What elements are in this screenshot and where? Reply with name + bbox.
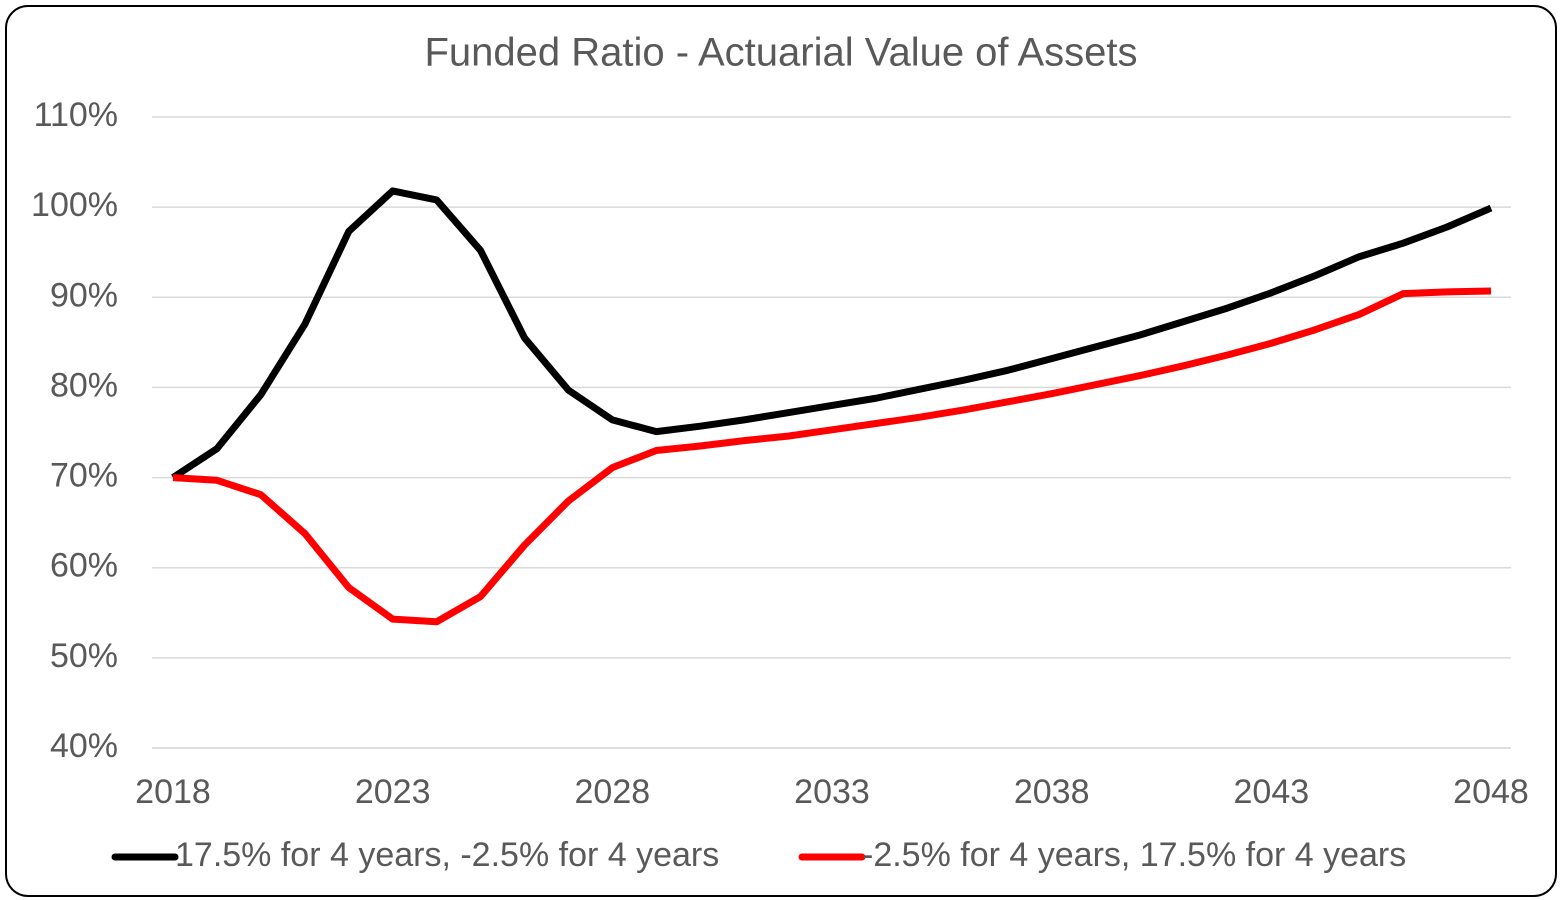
x-tick-label: 2028 — [575, 773, 651, 811]
y-tick-label: 110% — [34, 96, 118, 134]
line-series — [172, 287, 1492, 626]
y-tick-label: 40% — [50, 727, 118, 765]
y-tick-label: 60% — [50, 547, 118, 585]
x-tick-label: 2038 — [1014, 773, 1090, 811]
y-tick-label: 100% — [31, 186, 118, 224]
chart-border — [5, 5, 1557, 897]
legend-label: 17.5% for 4 years, -2.5% for 4 years — [175, 836, 719, 874]
y-tick-label: 80% — [50, 366, 118, 404]
y-tick-label: 50% — [50, 637, 118, 675]
y-tick-label: 90% — [50, 276, 118, 314]
x-tick-label: 2043 — [1234, 773, 1310, 811]
x-tick-label: 2048 — [1453, 773, 1529, 811]
x-tick-label: 2023 — [355, 773, 431, 811]
y-tick-label: 70% — [50, 457, 118, 495]
x-tick-label: 2018 — [135, 773, 211, 811]
x-tick-label: 2033 — [794, 773, 870, 811]
legend-label: -2.5% for 4 years, 17.5% for 4 years — [862, 836, 1406, 874]
chart-title: Funded Ratio - Actuarial Value of Assets — [425, 31, 1138, 75]
line-series — [171, 187, 1493, 481]
